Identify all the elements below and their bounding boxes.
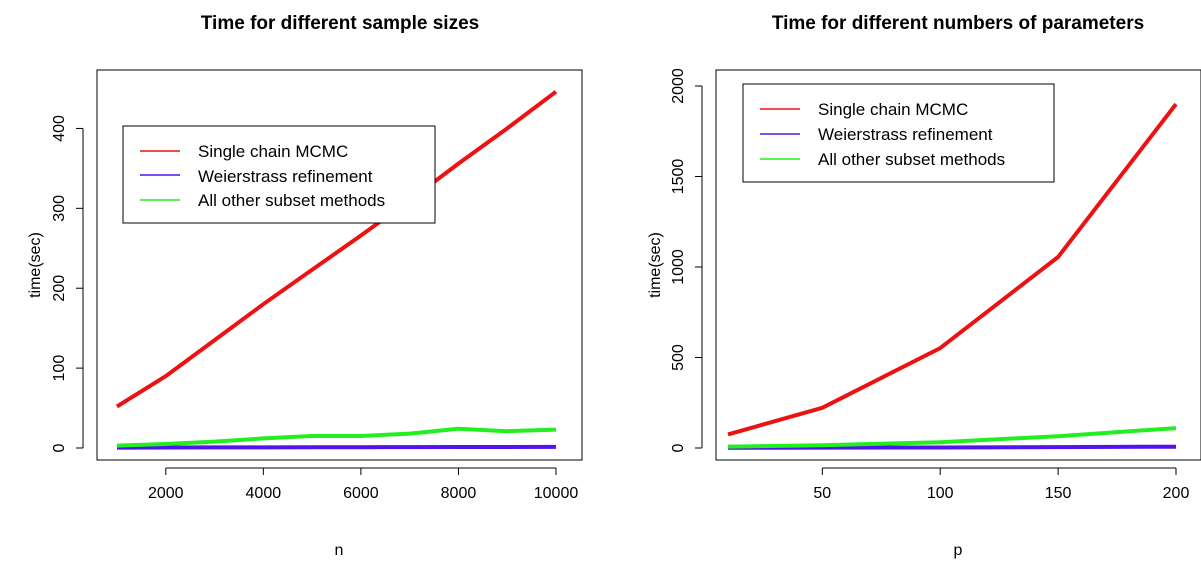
y-tick-label: 1500 xyxy=(670,159,687,195)
chart-title: Time for different sample sizes xyxy=(201,13,479,34)
legend-box xyxy=(742,83,1055,183)
legend-label: All other subset methods xyxy=(818,150,1005,169)
legend-label: All other subset methods xyxy=(198,191,385,210)
x-tick-label: 4000 xyxy=(246,485,282,502)
series-line xyxy=(116,426,557,448)
x-tick-label: 50 xyxy=(813,485,831,502)
x-tick-label: 10000 xyxy=(534,485,579,502)
x-tick-label: 150 xyxy=(1045,485,1072,502)
y-tick-label: 400 xyxy=(51,115,68,142)
series-line xyxy=(116,444,557,450)
x-tick-label: 200 xyxy=(1163,485,1190,502)
x-tick-label: 6000 xyxy=(343,485,379,502)
legend-label: Single chain MCMC xyxy=(818,100,968,119)
x-tick-label: 100 xyxy=(927,485,954,502)
x-tick-label: 8000 xyxy=(441,485,477,502)
chart-title: Time for different numbers of parameters xyxy=(772,13,1144,34)
y-tick-label: 0 xyxy=(51,443,68,452)
y-axis: 0 100 200 300 400 xyxy=(51,115,84,452)
x-axis: 2000 4000 6000 8000 10000 xyxy=(148,467,579,502)
legend-label: Weierstrass refinement xyxy=(198,167,373,186)
legend: Single chain MCMC Weierstrass refinement… xyxy=(122,125,436,224)
y-tick-label: 500 xyxy=(670,344,687,371)
chart-parameters: Time for different numbers of parameters… xyxy=(647,13,1201,559)
series-line xyxy=(727,102,1178,437)
y-axis-label: time(sec) xyxy=(647,232,664,298)
y-tick-label: 200 xyxy=(51,275,68,302)
y-tick-label: 2000 xyxy=(670,68,687,104)
x-axis: 50 100 150 200 xyxy=(813,467,1190,502)
plot-frame xyxy=(96,69,583,461)
chart-sample-sizes: Time for different sample sizes 2000 4000… xyxy=(27,13,583,559)
legend: Single chain MCMC Weierstrass refinement… xyxy=(742,83,1055,183)
x-axis-label: n xyxy=(335,542,344,559)
series-group xyxy=(115,90,558,450)
y-tick-label: 0 xyxy=(670,443,687,452)
x-tick-label: 2000 xyxy=(148,485,184,502)
y-axis: 0 500 1000 1500 2000 xyxy=(670,68,703,452)
y-tick-label: 300 xyxy=(51,195,68,222)
y-tick-label: 100 xyxy=(51,355,68,382)
y-tick-label: 1000 xyxy=(670,249,687,285)
series-line xyxy=(115,90,558,409)
series-group xyxy=(727,102,1178,450)
y-axis-label: time(sec) xyxy=(27,232,44,298)
legend-label: Weierstrass refinement xyxy=(818,125,993,144)
x-axis-label: p xyxy=(954,542,963,559)
legend-label: Single chain MCMC xyxy=(198,142,348,161)
series-line xyxy=(727,426,1177,449)
plot-frame xyxy=(715,69,1201,461)
